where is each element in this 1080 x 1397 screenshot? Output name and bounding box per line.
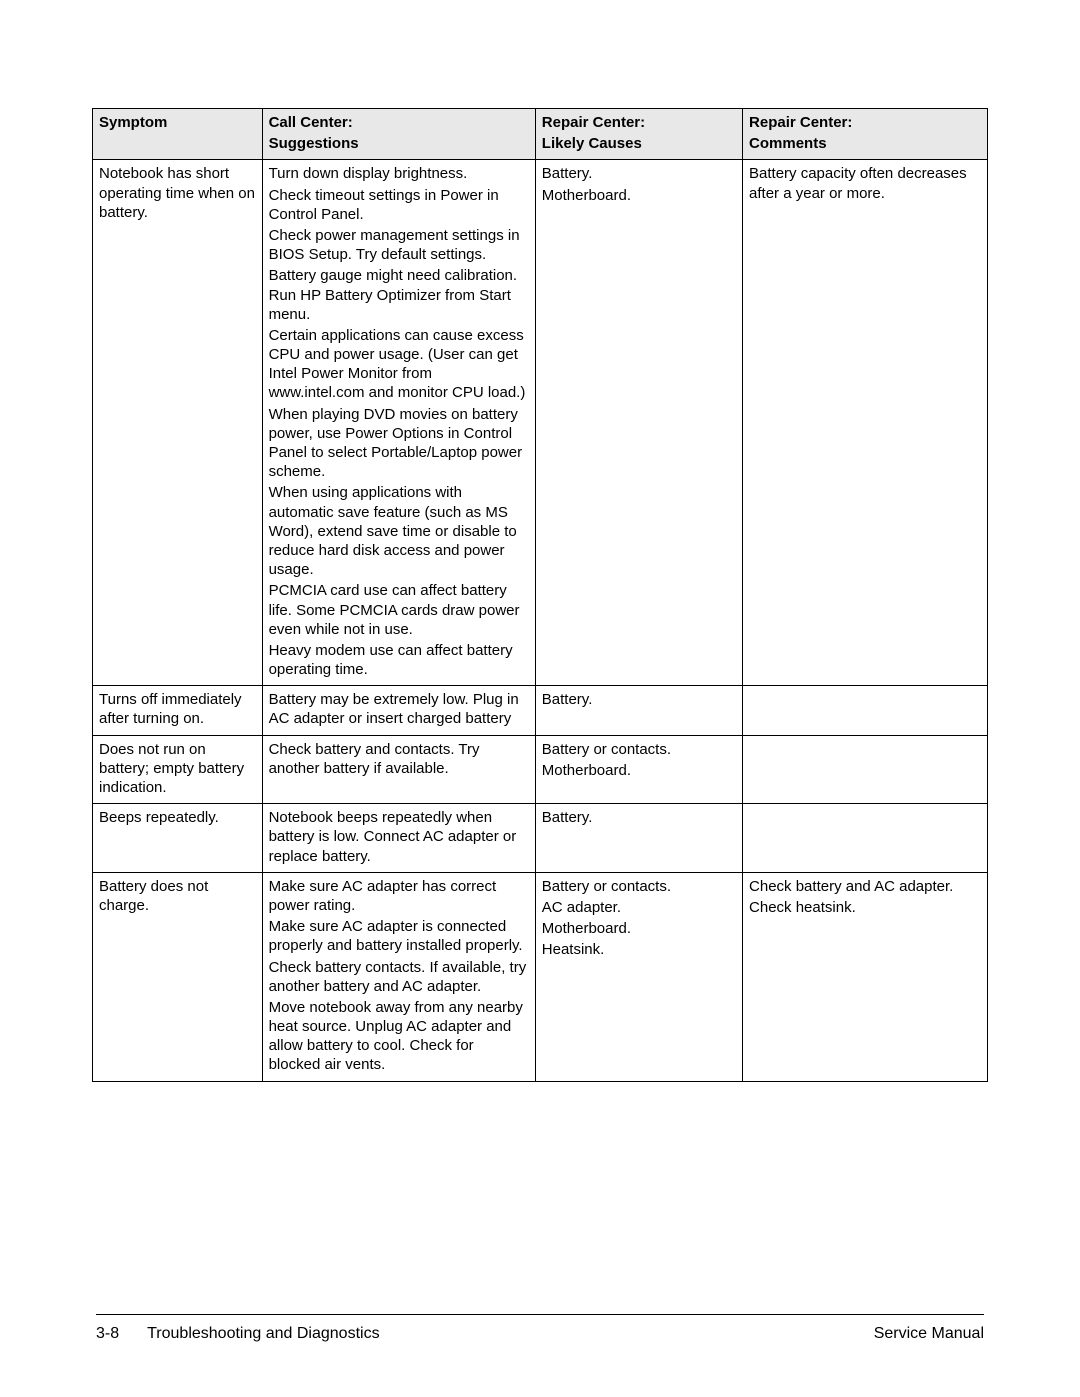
cell-paragraph: Battery may be extremely low. Plug in AC… [269,690,529,728]
table-header-cell: Repair Center: Likely Causes [535,109,742,160]
cell-paragraph: Motherboard. [542,919,736,938]
cell-paragraph: Certain applications can cause excess CP… [269,326,529,403]
cell-paragraph: Battery gauge might need calibration. Ru… [269,266,529,324]
page-footer: 3-8 Troubleshooting and Diagnostics Serv… [96,1314,984,1343]
table-row: Beeps repeatedly. Notebook beeps repeated… [93,804,988,873]
cell-paragraph: Motherboard. [542,186,736,205]
cell-paragraph: Check battery contacts. If available, tr… [269,958,529,996]
table-cell-suggestions: Make sure AC adapter has correct power r… [262,872,535,1081]
cell-paragraph: Check battery and AC adapter. [749,877,981,896]
cell-paragraph: Battery. [542,164,736,183]
table-cell-suggestions: Battery may be extremely low. Plug in AC… [262,686,535,735]
cell-paragraph: Battery does not charge. [99,877,256,915]
table-cell-comments: Check battery and AC adapter. Check heats… [743,872,988,1081]
troubleshooting-table: Symptom Call Center: Suggestions Repair Cen… [92,108,988,1082]
table-row: Does not run on battery; empty battery i… [93,735,988,804]
table-cell-causes: Battery. Motherboard. [535,160,742,686]
header-line: Likely Causes [542,134,736,153]
cell-paragraph: Check heatsink. [749,898,981,917]
table-cell-causes: Battery or contacts. Motherboard. [535,735,742,804]
cell-paragraph: Motherboard. [542,761,736,780]
table-cell-comments [743,804,988,873]
table-cell-suggestions: Notebook beeps repeatedly when battery i… [262,804,535,873]
table-header-cell: Repair Center: Comments [743,109,988,160]
cell-paragraph: Notebook has short operating time when o… [99,164,256,222]
cell-paragraph: Beeps repeatedly. [99,808,256,827]
cell-paragraph: Battery or contacts. [542,877,736,896]
manual-title: Service Manual [874,1325,984,1343]
table-header-row: Symptom Call Center: Suggestions Repair Cen… [93,109,988,160]
table-cell-symptom: Beeps repeatedly. [93,804,263,873]
cell-paragraph: Move notebook away from any nearby heat … [269,998,529,1075]
cell-paragraph: Turns off immediately after turning on. [99,690,256,728]
cell-paragraph: PCMCIA card use can affect battery life.… [269,581,529,639]
table-cell-symptom: Notebook has short operating time when o… [93,160,263,686]
footer-left: 3-8 Troubleshooting and Diagnostics [96,1325,380,1343]
table-row: Turns off immediately after turning on. B… [93,686,988,735]
cell-paragraph: AC adapter. [542,898,736,917]
table-cell-comments [743,735,988,804]
table-cell-causes: Battery or contacts. AC adapter. Motherboa… [535,872,742,1081]
header-line: Repair Center: [542,113,736,132]
table-cell-suggestions: Check battery and contacts. Try another … [262,735,535,804]
cell-paragraph: Notebook beeps repeatedly when battery i… [269,808,529,866]
table-cell-symptom: Does not run on battery; empty battery i… [93,735,263,804]
cell-paragraph: Battery capacity often decreases after a… [749,164,981,202]
cell-paragraph: Turn down display brightness. [269,164,529,183]
table-cell-comments [743,686,988,735]
header-line: Comments [749,134,981,153]
cell-paragraph: Make sure AC adapter has correct power r… [269,877,529,915]
cell-paragraph: Battery or contacts. [542,740,736,759]
section-title: Troubleshooting and Diagnostics [147,1325,379,1343]
table-cell-comments: Battery capacity often decreases after a… [743,160,988,686]
cell-paragraph: Check power management settings in BIOS … [269,226,529,264]
cell-paragraph: Check battery and contacts. Try another … [269,740,529,778]
page-number: 3-8 [96,1325,119,1343]
cell-paragraph: Heatsink. [542,940,736,959]
cell-paragraph: When playing DVD movies on battery power… [269,405,529,482]
header-line: Symptom [99,113,256,132]
table-cell-suggestions: Turn down display brightness. Check timeo… [262,160,535,686]
cell-paragraph: When using applications with automatic s… [269,483,529,579]
cell-paragraph: Battery. [542,808,736,827]
table-row: Battery does not charge. Make sure AC ada… [93,872,988,1081]
table-header-cell: Call Center: Suggestions [262,109,535,160]
header-line: Repair Center: [749,113,981,132]
table-cell-symptom: Turns off immediately after turning on. [93,686,263,735]
cell-paragraph: Heavy modem use can affect battery opera… [269,641,529,679]
table-header-cell: Symptom [93,109,263,160]
table-cell-symptom: Battery does not charge. [93,872,263,1081]
header-line: Suggestions [269,134,529,153]
header-line: Call Center: [269,113,529,132]
cell-paragraph: Make sure AC adapter is connected proper… [269,917,529,955]
cell-paragraph: Battery. [542,690,736,709]
cell-paragraph: Check timeout settings in Power in Contr… [269,186,529,224]
cell-paragraph: Does not run on battery; empty battery i… [99,740,256,798]
page: Symptom Call Center: Suggestions Repair Cen… [0,0,1080,1397]
table-cell-causes: Battery. [535,804,742,873]
table-row: Notebook has short operating time when o… [93,160,988,686]
table-cell-causes: Battery. [535,686,742,735]
